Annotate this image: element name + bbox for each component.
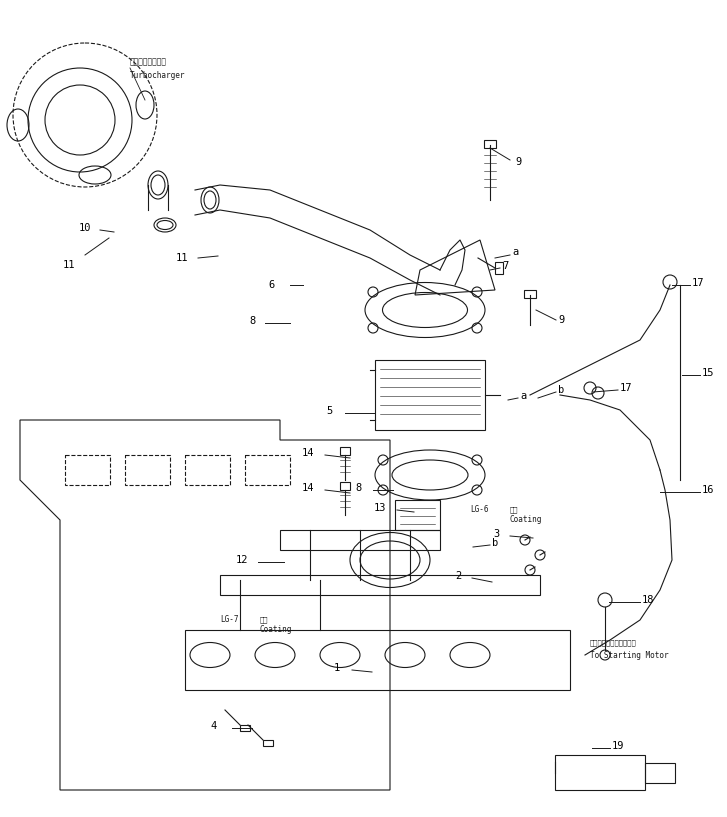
- Text: ターボチャージャ: ターボチャージャ: [130, 57, 167, 66]
- Text: Turbocharger: Turbocharger: [130, 70, 185, 79]
- Text: b: b: [558, 385, 564, 395]
- Bar: [484, 140, 496, 148]
- Text: 3: 3: [493, 529, 499, 539]
- Text: 9: 9: [515, 157, 521, 167]
- Text: Coating: Coating: [260, 626, 292, 635]
- Text: 4: 4: [210, 721, 216, 731]
- Text: 11: 11: [63, 260, 76, 270]
- Text: 12: 12: [236, 555, 249, 565]
- Text: 8: 8: [355, 483, 361, 493]
- Bar: [240, 725, 250, 731]
- Text: 14: 14: [302, 448, 315, 458]
- Text: 18: 18: [642, 595, 654, 605]
- Bar: [263, 740, 273, 746]
- Text: 17: 17: [620, 383, 632, 393]
- Bar: [395, 500, 440, 530]
- Text: To Starting Motor: To Starting Motor: [590, 651, 669, 660]
- Text: 10: 10: [79, 223, 92, 233]
- Text: 17: 17: [692, 278, 704, 288]
- Text: a: a: [512, 247, 518, 257]
- Text: 16: 16: [702, 485, 715, 495]
- Text: 8: 8: [249, 316, 255, 326]
- Bar: [375, 360, 485, 430]
- Text: LG-6: LG-6: [470, 506, 489, 515]
- Text: 11: 11: [176, 253, 188, 263]
- Bar: [340, 482, 350, 490]
- Text: a: a: [520, 391, 526, 401]
- Text: 15: 15: [702, 368, 715, 378]
- Text: LG-7: LG-7: [220, 615, 238, 624]
- Text: 19: 19: [612, 741, 624, 751]
- Bar: [524, 290, 536, 298]
- Text: 2: 2: [455, 571, 461, 581]
- Text: 9: 9: [558, 315, 564, 325]
- Text: 14: 14: [302, 483, 315, 493]
- Text: Coating: Coating: [510, 516, 542, 525]
- Bar: [245, 455, 290, 485]
- Text: b: b: [492, 538, 498, 548]
- Text: 塗布: 塗布: [260, 617, 268, 623]
- Bar: [65, 455, 110, 485]
- Bar: [185, 455, 230, 485]
- Text: 7: 7: [502, 261, 508, 271]
- Text: 6: 6: [268, 280, 274, 290]
- Text: 1: 1: [334, 663, 340, 673]
- Text: 13: 13: [374, 503, 387, 513]
- Text: スターティングモータへ: スターティングモータへ: [590, 640, 637, 646]
- Text: 5: 5: [326, 406, 332, 416]
- Bar: [645, 763, 675, 783]
- Bar: [340, 447, 350, 455]
- Bar: [555, 755, 645, 790]
- Bar: [125, 455, 170, 485]
- Bar: [495, 262, 503, 274]
- Text: 塗布: 塗布: [510, 507, 518, 513]
